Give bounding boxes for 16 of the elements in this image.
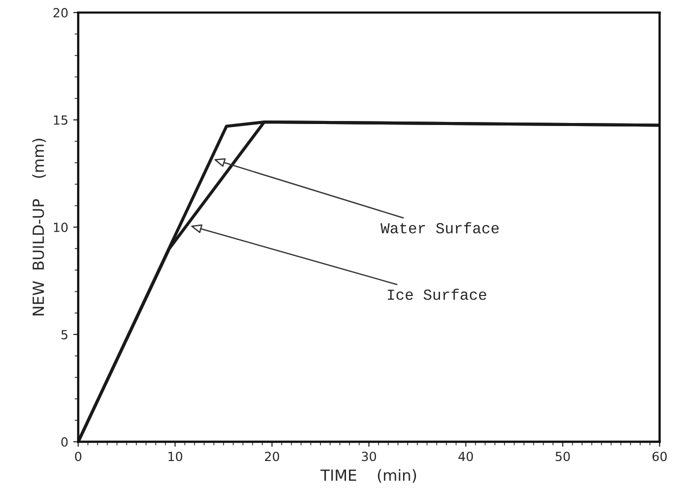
y-tick-label: 20 bbox=[53, 8, 68, 18]
y-tick-label: 5 bbox=[61, 330, 68, 340]
x-tick-label: 0 bbox=[75, 452, 82, 462]
y-axis-title: NEW BUILD-UP (mm) bbox=[32, 138, 46, 316]
x-tick-label: 40 bbox=[458, 452, 473, 462]
annotation: Water Surface bbox=[380, 222, 499, 234]
x-tick-label: 60 bbox=[652, 452, 667, 462]
y-tick-label: 10 bbox=[54, 222, 68, 232]
x-tick-label: 20 bbox=[264, 452, 280, 462]
x-tick-label: 50 bbox=[556, 452, 570, 462]
x-tick-label: 10 bbox=[168, 452, 182, 462]
annotation: Ice Surface bbox=[388, 288, 486, 300]
y-tick-label: 0 bbox=[61, 437, 68, 447]
x-axis-title: TIME (min) bbox=[320, 469, 416, 483]
x-tick-label: 30 bbox=[362, 452, 376, 462]
y-tick-label: 15 bbox=[54, 115, 68, 125]
